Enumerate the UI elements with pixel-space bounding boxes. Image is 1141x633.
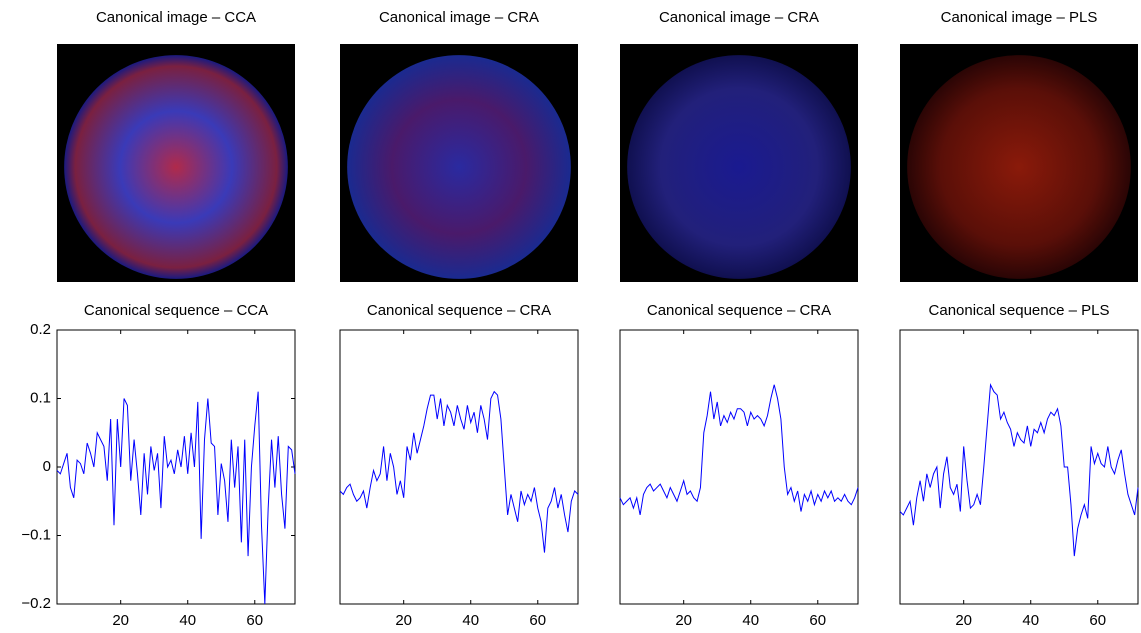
series-line <box>339 390 579 553</box>
panel-title: Canonical image – CRA <box>379 9 539 26</box>
y-tick-label: 0 <box>43 458 51 475</box>
x-tick-label: 40 <box>179 612 196 629</box>
x-tick-label: 20 <box>112 612 129 629</box>
x-tick-label: 40 <box>742 612 759 629</box>
panel-title: Canonical sequence – PLS <box>929 302 1110 319</box>
x-tick-label: 60 <box>809 612 826 629</box>
series-line <box>56 391 296 605</box>
y-tick-label: 0.2 <box>30 321 51 338</box>
x-tick-label: 60 <box>246 612 263 629</box>
brain-map <box>347 55 571 279</box>
y-tick-label: 0.1 <box>30 389 51 406</box>
series-line <box>619 384 859 516</box>
x-tick-label: 60 <box>529 612 546 629</box>
y-tick-label: −0.1 <box>21 526 51 543</box>
x-tick-label: 20 <box>675 612 692 629</box>
x-tick-label: 20 <box>955 612 972 629</box>
brain-map <box>64 55 288 279</box>
panel-title: Canonical image – PLS <box>941 9 1098 26</box>
series-line <box>899 382 1139 557</box>
axes-box <box>339 329 579 605</box>
axes-box <box>56 329 296 605</box>
axes-box <box>899 329 1139 605</box>
panel-title: Canonical sequence – CRA <box>367 302 551 319</box>
panel-title: Canonical image – CRA <box>659 9 819 26</box>
x-tick-label: 20 <box>395 612 412 629</box>
x-tick-label: 40 <box>462 612 479 629</box>
x-tick-label: 40 <box>1022 612 1039 629</box>
panel-title: Canonical image – CCA <box>96 9 256 26</box>
axes-box <box>619 329 859 605</box>
panel-title: Canonical sequence – CRA <box>647 302 831 319</box>
y-tick-label: −0.2 <box>21 595 51 612</box>
x-tick-label: 60 <box>1089 612 1106 629</box>
brain-map <box>627 55 851 279</box>
panel-title: Canonical sequence – CCA <box>84 302 268 319</box>
brain-map <box>907 55 1131 279</box>
